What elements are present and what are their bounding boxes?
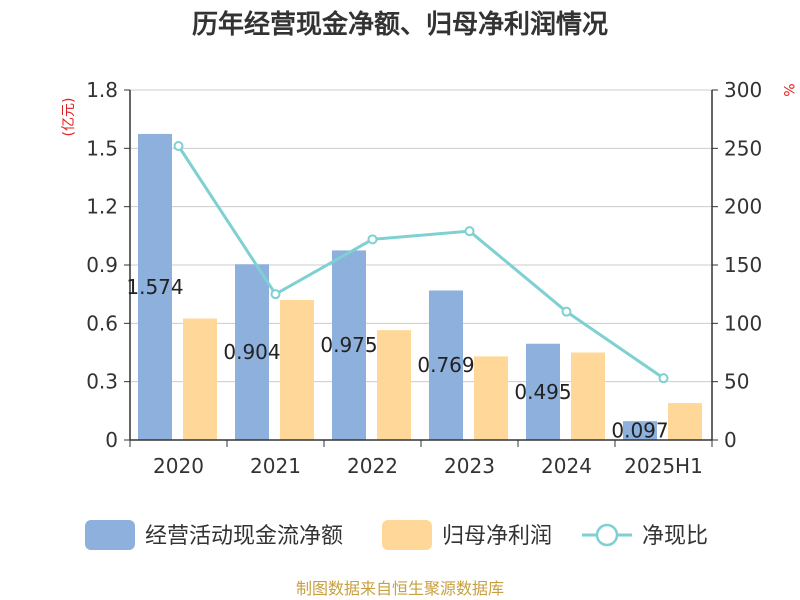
- left-tick-label: 0.3: [86, 370, 118, 394]
- legend: 经营活动现金流净额 归母净利润 净现比: [85, 520, 708, 550]
- bar-net-profit: [183, 318, 217, 440]
- source-note: 制图数据来自恒生聚源数据库: [296, 579, 504, 598]
- legend-label-net-profit: 归母净利润: [442, 524, 552, 549]
- bar-value-label: 1.574: [126, 275, 183, 299]
- ratio-point: [561, 306, 572, 317]
- left-tick-label: 0.6: [86, 311, 118, 335]
- bar-cash-flow: [138, 133, 172, 440]
- bar-value-label: 0.097: [611, 419, 668, 443]
- ratio-point: [173, 141, 184, 151]
- left-axis-unit: (亿元): [61, 98, 77, 137]
- line-series: [173, 141, 669, 384]
- bar-net-profit: [377, 330, 411, 440]
- legend-swatch-net-profit: [382, 520, 432, 550]
- ratio-point: [270, 289, 281, 300]
- ratio-point: [367, 234, 378, 245]
- legend-label-cash-flow: 经营活动现金流净额: [145, 524, 343, 549]
- right-tick-label: 150: [724, 253, 762, 277]
- bar-value-label: 0.769: [417, 353, 474, 377]
- chart-title: 历年经营现金净额、归母净利润情况: [192, 9, 608, 40]
- bar-cash-flow: [429, 290, 463, 440]
- bar-net-profit: [571, 352, 605, 440]
- legend-swatch-cash-flow: [85, 520, 135, 550]
- bar-value-label: 0.975: [320, 333, 377, 357]
- bar-cash-flow: [623, 421, 657, 440]
- x-tick-label: 2021: [250, 454, 301, 478]
- bar-net-profit: [668, 403, 702, 440]
- x-tick-label: 2020: [153, 454, 204, 478]
- bar-cash-flow: [526, 343, 560, 440]
- left-tick-label: 1.8: [86, 78, 118, 102]
- bar-value-label: 0.904: [223, 340, 280, 364]
- right-tick-label: 100: [724, 311, 762, 335]
- bar-value-label: 0.495: [514, 380, 571, 404]
- x-tick-label: 2025H1: [624, 454, 703, 478]
- x-tick-label: 2023: [444, 454, 495, 478]
- left-tick-label: 0: [105, 428, 118, 452]
- gridlines: [130, 89, 712, 383]
- bar-series: [138, 133, 702, 440]
- legend-label-ratio: 净现比: [642, 524, 708, 549]
- legend-marker-ratio: [595, 523, 619, 547]
- bar-cash-flow: [332, 250, 366, 440]
- bar-cash-flow: [235, 264, 269, 440]
- right-tick-label: 200: [724, 195, 762, 219]
- ratio-point: [464, 226, 475, 237]
- x-tick-label: 2024: [541, 454, 592, 478]
- bar-net-profit: [474, 356, 508, 440]
- axes: 0 0.3 0.6 0.9 1.2 1.5 1.8 0 50 100 150 200 250 300 202…: [86, 78, 762, 478]
- right-tick-label: 300: [724, 78, 762, 102]
- right-axis-unit: %: [780, 83, 796, 96]
- ratio-point: [658, 373, 669, 384]
- bar-net-profit: [280, 300, 314, 440]
- right-tick-label: 250: [724, 136, 762, 160]
- data-labels: 1.574 0.904 0.975 0.769 0.495 0.097: [126, 275, 668, 443]
- right-tick-label: 50: [724, 370, 749, 394]
- right-tick-label: 0: [724, 428, 737, 452]
- ratio-line: [177, 145, 665, 380]
- left-tick-label: 0.9: [86, 253, 118, 277]
- left-tick-label: 1.5: [86, 136, 118, 160]
- x-tick-label: 2022: [347, 454, 398, 478]
- left-tick-label: 1.2: [86, 195, 118, 219]
